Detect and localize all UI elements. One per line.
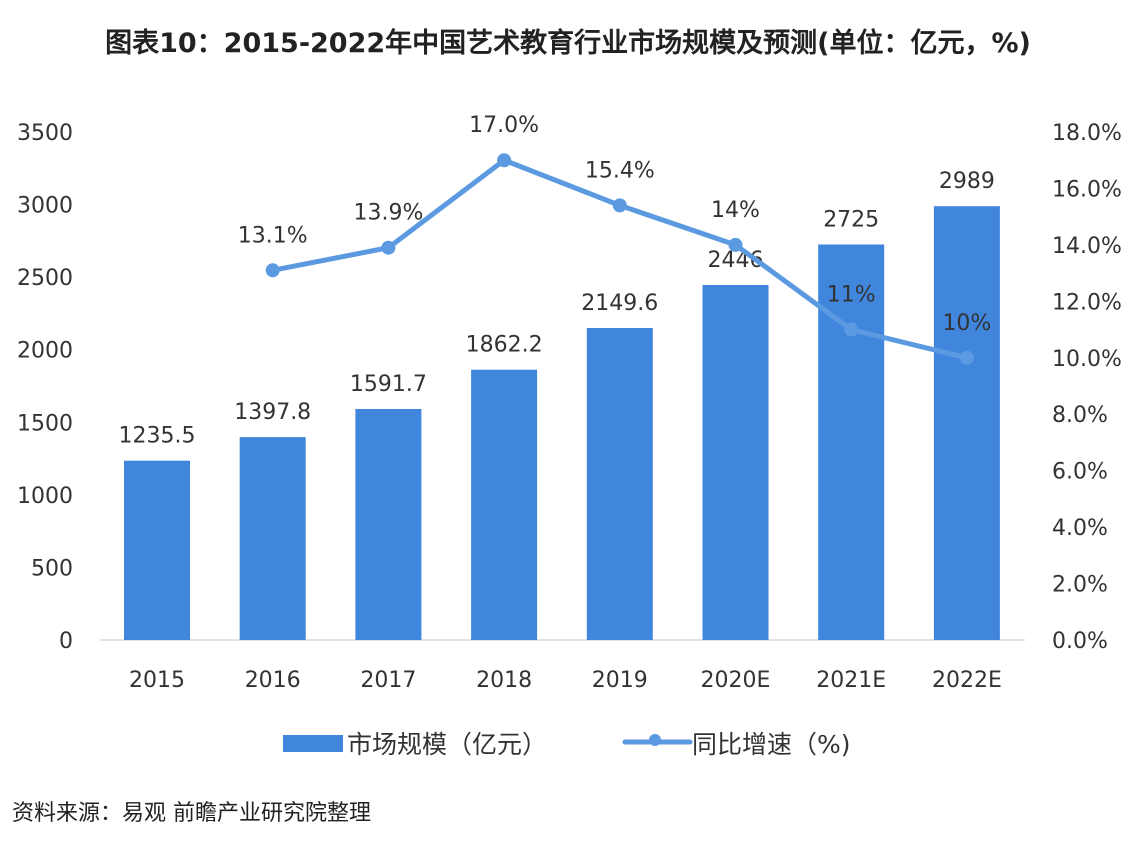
legend: 市场规模（亿元） 同比增速（%)	[283, 730, 851, 759]
x-tick-label: 2018	[476, 668, 532, 693]
x-tick-label: 2022E	[932, 668, 1002, 693]
right-tick-label: 4.0%	[1052, 516, 1108, 541]
right-tick-label: 16.0%	[1052, 177, 1122, 202]
line-point	[844, 322, 859, 337]
right-tick-label: 10.0%	[1052, 347, 1122, 372]
chart-title: 图表10：2015-2022年中国艺术教育行业市场规模及预测(单位：亿元，%)	[105, 27, 1031, 59]
line-data-label: 10%	[942, 311, 991, 336]
bar-data-label: 1862.2	[466, 333, 543, 358]
line-point	[265, 263, 280, 278]
line-data-label: 13.1%	[238, 223, 308, 248]
left-tick-label: 2500	[17, 266, 73, 291]
left-tick-label: 1500	[17, 411, 73, 436]
bar	[933, 206, 1000, 640]
legend-line-label: 同比增速（%)	[692, 730, 851, 759]
line-point	[497, 153, 512, 168]
left-tick-label: 3500	[17, 121, 73, 146]
bar	[124, 460, 190, 640]
line-data-label: 13.9%	[353, 201, 423, 226]
left-tick-label: 3000	[17, 194, 73, 219]
right-tick-label: 2.0%	[1052, 573, 1108, 598]
line-series: 13.1% 13.9% 17.0% 15.4% 14% 11% 10%	[238, 113, 991, 365]
left-tick-label: 0	[59, 629, 73, 654]
bar-data-label: 2149.6	[581, 291, 658, 316]
bar-series: 1235.51397.81591.71862.22149.62446272529…	[119, 169, 1000, 640]
x-axis: 2015 2016 2017 2018 2019 2020E 2021E 2022E	[129, 668, 1002, 693]
right-tick-label: 18.0%	[1052, 121, 1122, 146]
line-point	[612, 198, 627, 213]
right-tick-label: 6.0%	[1052, 460, 1108, 485]
left-tick-label: 500	[31, 556, 73, 581]
x-tick-label: 2015	[129, 668, 185, 693]
legend-bar-swatch	[283, 735, 343, 752]
line-point	[381, 240, 396, 255]
bar-data-label: 1235.5	[119, 424, 196, 449]
bar-data-label: 1591.7	[350, 372, 427, 397]
right-tick-label: 8.0%	[1052, 403, 1108, 428]
bar-data-label: 1397.8	[234, 400, 311, 425]
source-note: 资料来源：易观 前瞻产业研究院整理	[12, 801, 371, 826]
legend-bar-label: 市场规模（亿元）	[347, 730, 547, 759]
bar	[355, 408, 422, 640]
line-data-label: 15.4%	[585, 158, 655, 183]
right-tick-label: 14.0%	[1052, 234, 1122, 259]
line-data-label: 14%	[711, 198, 760, 223]
right-tick-label: 0.0%	[1052, 629, 1108, 654]
bar-data-label: 2989	[939, 169, 995, 194]
right-tick-label: 12.0%	[1052, 290, 1122, 315]
line-point	[728, 237, 743, 252]
bar	[586, 328, 653, 640]
x-tick-label: 2019	[592, 668, 648, 693]
line-data-label: 17.0%	[469, 113, 539, 138]
bar	[471, 369, 538, 640]
x-tick-label: 2021E	[816, 668, 886, 693]
right-axis: 0.0% 2.0% 4.0% 6.0% 8.0% 10.0% 12.0% 14.0% 16.0%…	[1052, 121, 1122, 654]
bar-data-label: 2725	[823, 207, 879, 232]
bar	[239, 437, 306, 640]
left-axis: 0 500 1000 1500 2000 2500 3000 3500	[17, 121, 73, 654]
bar	[702, 284, 769, 640]
x-tick-label: 2020E	[701, 668, 771, 693]
left-tick-label: 2000	[17, 339, 73, 364]
line-point	[959, 350, 974, 365]
legend-line-marker	[649, 734, 661, 746]
x-tick-label: 2016	[245, 668, 301, 693]
left-tick-label: 1000	[17, 484, 73, 509]
line-data-label: 11%	[827, 283, 876, 308]
x-tick-label: 2017	[360, 668, 416, 693]
